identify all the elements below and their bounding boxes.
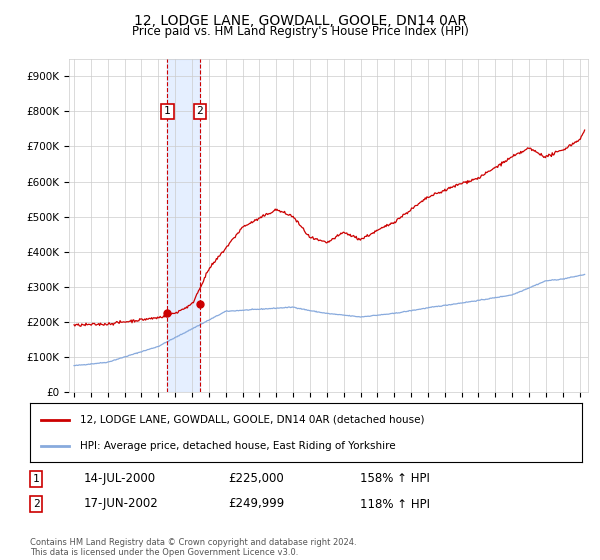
Bar [167, 59, 200, 392]
Text: 17-JUN-2002: 17-JUN-2002 [84, 497, 159, 511]
Text: Contains HM Land Registry data © Crown copyright and database right 2024.
This d: Contains HM Land Registry data © Crown c… [30, 538, 356, 557]
Text: 158% ↑ HPI: 158% ↑ HPI [360, 472, 430, 486]
Text: 14-JUL-2000: 14-JUL-2000 [84, 472, 156, 486]
Text: 12, LODGE LANE, GOWDALL, GOOLE, DN14 0AR: 12, LODGE LANE, GOWDALL, GOOLE, DN14 0AR [133, 14, 467, 28]
Text: 12, LODGE LANE, GOWDALL, GOOLE, DN14 0AR (detached house): 12, LODGE LANE, GOWDALL, GOOLE, DN14 0AR… [80, 414, 424, 424]
Text: Price paid vs. HM Land Registry's House Price Index (HPI): Price paid vs. HM Land Registry's House … [131, 25, 469, 38]
Text: 2: 2 [196, 106, 203, 116]
Text: HPI: Average price, detached house, East Riding of Yorkshire: HPI: Average price, detached house, East… [80, 441, 395, 451]
Text: 1: 1 [32, 474, 40, 484]
Text: £249,999: £249,999 [228, 497, 284, 511]
Text: 118% ↑ HPI: 118% ↑ HPI [360, 497, 430, 511]
Text: £225,000: £225,000 [228, 472, 284, 486]
Text: 2: 2 [32, 499, 40, 509]
Text: 1: 1 [164, 106, 171, 116]
